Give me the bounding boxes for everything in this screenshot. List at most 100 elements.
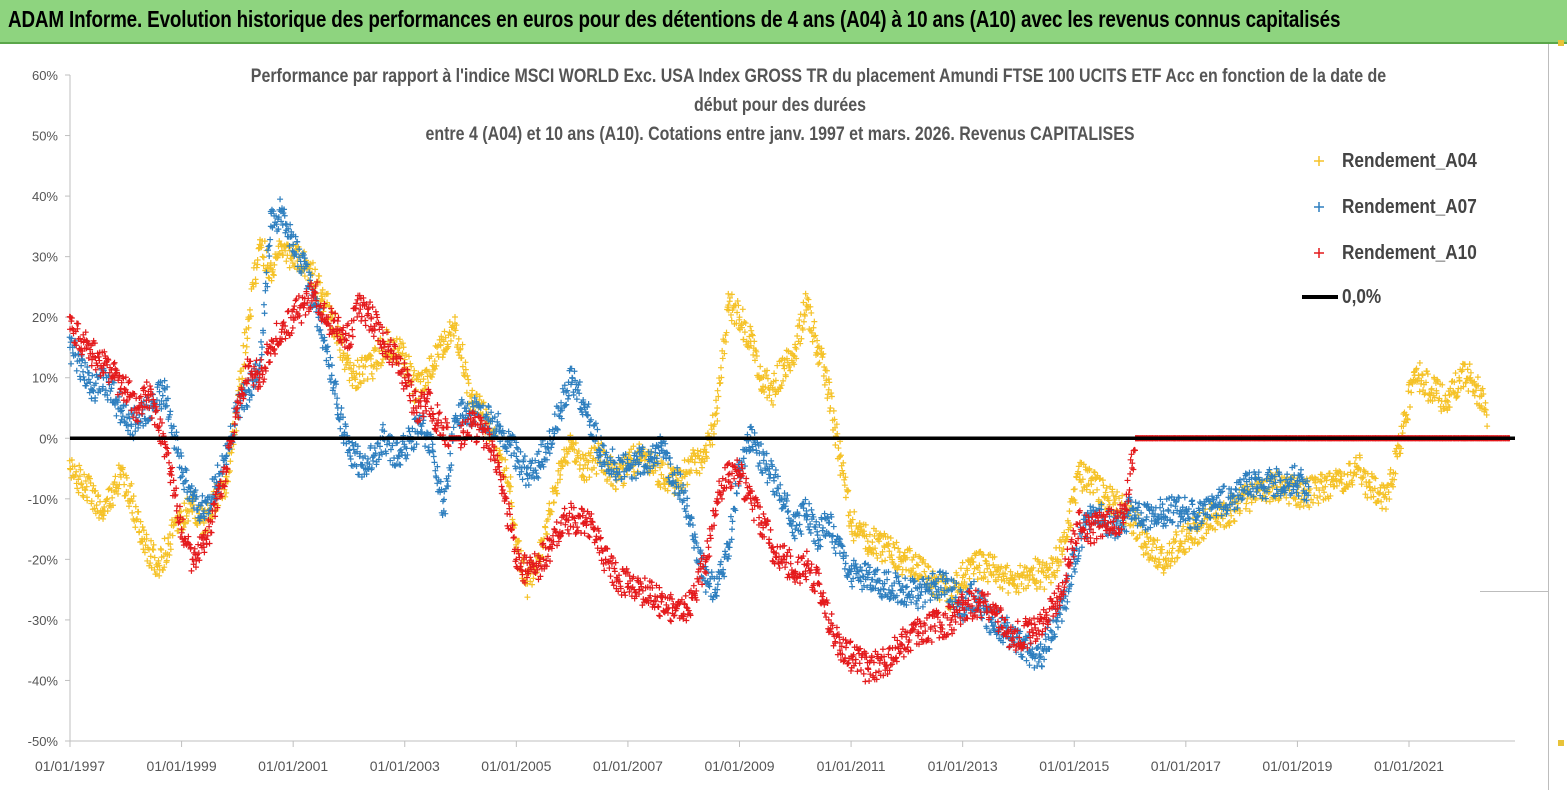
- data-point: [904, 583, 911, 590]
- data-point: [430, 453, 437, 460]
- y-tick-label: 0%: [39, 431, 58, 446]
- data-point: [67, 466, 74, 473]
- data-point: [469, 387, 476, 394]
- data-point: [1148, 547, 1155, 554]
- data-point: [133, 517, 140, 524]
- data-point: [1075, 552, 1082, 559]
- data-point: [372, 346, 379, 353]
- data-point: [73, 468, 80, 475]
- data-point: [102, 387, 109, 394]
- data-point: [557, 471, 564, 478]
- x-tick-label: 01/01/2005: [481, 758, 551, 774]
- data-point: [887, 534, 894, 541]
- data-point: [459, 341, 466, 348]
- data-point: [772, 466, 779, 473]
- data-point: [565, 448, 572, 455]
- data-point: [554, 479, 561, 486]
- data-point: [1387, 466, 1394, 473]
- data-point: [160, 567, 167, 574]
- data-point: [328, 362, 335, 369]
- data-point: [114, 490, 121, 497]
- data-point: [689, 522, 696, 529]
- data-point: [1154, 537, 1161, 544]
- data-point: [1243, 500, 1250, 507]
- data-point: [1482, 399, 1489, 406]
- data-point: [241, 329, 248, 336]
- data-point: [147, 560, 154, 567]
- data-point: [327, 378, 334, 385]
- data-point: [714, 581, 721, 588]
- data-point: [181, 500, 188, 507]
- data-point: [1042, 631, 1049, 638]
- data-point: [113, 412, 120, 419]
- data-point: [1366, 484, 1373, 491]
- data-point: [360, 377, 367, 384]
- data-point: [150, 541, 157, 548]
- x-tick-label: 01/01/2001: [258, 758, 328, 774]
- data-point: [819, 354, 826, 361]
- data-point: [405, 353, 412, 360]
- data-point: [579, 472, 586, 479]
- data-point: [316, 273, 323, 280]
- data-point: [125, 379, 132, 386]
- data-point: [1298, 466, 1304, 473]
- data-point: [151, 554, 158, 561]
- data-point: [1005, 589, 1012, 596]
- data-point: [95, 353, 102, 360]
- data-point: [507, 473, 514, 480]
- data-point: [249, 279, 256, 286]
- data-point: [658, 471, 665, 478]
- data-point: [258, 244, 265, 251]
- data-point: [140, 527, 147, 534]
- data-point: [1169, 545, 1176, 552]
- data-point: [1300, 503, 1307, 510]
- data-point: [128, 480, 135, 487]
- data-point: [1181, 494, 1188, 501]
- data-point: [91, 505, 98, 512]
- data-point: [188, 567, 195, 574]
- data-point: [584, 465, 591, 472]
- data-point: [789, 529, 796, 536]
- data-point: [417, 378, 424, 385]
- data-point: [570, 391, 577, 398]
- data-point: [827, 404, 834, 411]
- data-point: [121, 481, 128, 488]
- data-point: [271, 261, 278, 268]
- data-point: [68, 456, 75, 463]
- data-point: [403, 455, 410, 462]
- data-point: [909, 556, 916, 563]
- data-point: [612, 485, 619, 492]
- data-point: [1467, 369, 1474, 376]
- data-point: [258, 356, 265, 363]
- data-point: [327, 354, 334, 361]
- data-point: [885, 586, 892, 593]
- data-point: [1359, 475, 1366, 482]
- data-point: [1034, 645, 1041, 652]
- data-point: [564, 460, 571, 467]
- data-point: [784, 508, 791, 515]
- data-point: [132, 524, 139, 531]
- data-point: [223, 489, 230, 496]
- data-point: [265, 274, 272, 281]
- data-point: [119, 464, 126, 471]
- data-point: [188, 506, 195, 513]
- data-point: [82, 478, 89, 485]
- data-point: [141, 549, 148, 556]
- data-point: [1484, 423, 1491, 430]
- data-point: [309, 259, 316, 266]
- data-point: [109, 494, 116, 501]
- data-point: [441, 328, 448, 335]
- data-point: [228, 449, 235, 456]
- y-tick-label: 10%: [32, 371, 58, 386]
- data-point: [430, 448, 437, 455]
- y-tick-label: -30%: [28, 613, 59, 628]
- corner-handle-bottom: [1558, 740, 1564, 746]
- data-point: [851, 508, 858, 515]
- data-point: [253, 357, 260, 364]
- data-point: [821, 364, 828, 371]
- data-point: [1090, 489, 1097, 496]
- data-point: [160, 553, 167, 560]
- data-point: [527, 578, 534, 585]
- data-point: [431, 365, 438, 372]
- data-point: [438, 336, 445, 343]
